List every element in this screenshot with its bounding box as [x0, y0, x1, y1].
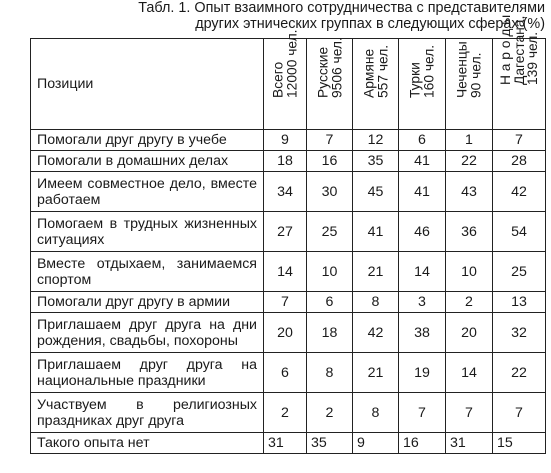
value-cell: 27: [263, 211, 307, 252]
positions-header: Позиции: [30, 38, 264, 130]
value-cell: 21: [352, 352, 399, 393]
value-cell: 13: [492, 291, 546, 313]
value-cell: 8: [306, 352, 353, 393]
value-cell: 20: [263, 312, 307, 353]
value-cell: 35: [352, 150, 399, 172]
row-label: Помогали в домашних делах: [30, 150, 264, 172]
column-header-dagestan: Н а р о д ы Дагестана, 139 чел.: [492, 14, 546, 130]
table-row: Имеем совместное дело, вместе работаем 34…: [30, 171, 546, 212]
value-cell: 8: [352, 392, 399, 433]
row-label: Помогаем в трудных жизненных ситуациях: [30, 211, 264, 252]
row-label: Участвуем в религиозных праздниках друг …: [30, 392, 264, 433]
value-cell: 8: [352, 291, 399, 313]
value-cell: 43: [445, 171, 493, 212]
value-cell: 19: [398, 352, 446, 393]
value-cell: 10: [445, 251, 493, 292]
value-cell: 3: [398, 291, 446, 313]
value-cell: 25: [492, 251, 546, 292]
value-cell: 18: [306, 312, 353, 353]
row-label: Такого опыта нет: [30, 432, 264, 454]
value-cell: 32: [492, 312, 546, 353]
value-cell: 41: [352, 211, 399, 252]
header-row: Позиции Всего 12000 чел. Русские 9506 че…: [30, 14, 546, 130]
column-header-chechens: Чеченцы 90 чел.: [445, 38, 493, 130]
value-cell: 12: [352, 129, 399, 151]
row-label: Вместе отдыхаем, занимаемся спортом: [30, 251, 264, 292]
column-header-russians: Русские 9506 чел.: [306, 37, 353, 130]
caption-line-2: других этнических группах в следующих сф…: [195, 15, 545, 32]
value-cell: 7: [445, 392, 493, 433]
value-cell: 54: [492, 211, 546, 252]
value-cell: 16: [306, 150, 353, 172]
value-cell: 2: [306, 392, 353, 433]
value-cell: 42: [492, 171, 546, 212]
value-cell: 16: [398, 432, 446, 454]
value-cell: 6: [306, 291, 353, 313]
value-cell: 31: [263, 432, 307, 454]
value-cell: 2: [263, 392, 307, 433]
value-cell: 42: [352, 312, 399, 353]
table-row: Участвуем в религиозных праздниках друг …: [30, 392, 546, 433]
row-label: Имеем совместное дело, вместе работаем: [30, 171, 264, 212]
value-cell: 38: [398, 312, 446, 353]
value-cell: 2: [445, 291, 493, 313]
table-row: Вместе отдыхаем, занимаемся спортом 14 10 2…: [30, 251, 546, 292]
value-cell: 1: [445, 129, 493, 151]
column-header-total: Всего 12000 чел.: [263, 30, 307, 130]
value-cell: 45: [352, 171, 399, 212]
table-row: Такого опыта нет 31 35 9 16 31 15: [30, 432, 546, 454]
column-header-armenians: Армяне 557 чел.: [352, 38, 399, 130]
row-label: Приглашаем друг друга на национальные пр…: [30, 352, 264, 393]
value-cell: 30: [306, 171, 353, 212]
value-cell: 9: [263, 129, 307, 151]
value-cell: 20: [445, 312, 493, 353]
table-row: Помогаем в трудных жизненных ситуациях 27…: [30, 211, 546, 252]
table-row: Помогали друг другу в учебе 9 7 12 6 1 7: [30, 129, 546, 151]
value-cell: 28: [492, 150, 546, 172]
value-cell: 9: [352, 432, 399, 454]
value-cell: 14: [263, 251, 307, 292]
value-cell: 6: [398, 129, 446, 151]
value-cell: 22: [445, 150, 493, 172]
value-cell: 41: [398, 171, 446, 212]
value-cell: 31: [445, 432, 493, 454]
value-cell: 18: [263, 150, 307, 172]
cooperation-table: Позиции Всего 12000 чел. Русские 9506 че…: [30, 14, 546, 454]
value-cell: 46: [398, 211, 446, 252]
value-cell: 7: [492, 129, 546, 151]
row-label: Приглашаем друг друга на дни рождения, с…: [30, 312, 264, 353]
value-cell: 14: [445, 352, 493, 393]
value-cell: 7: [492, 392, 546, 433]
value-cell: 21: [352, 251, 399, 292]
table-caption: Табл. 1. Опыт взаимного сотрудничества с…: [25, 0, 545, 32]
column-header-turks: Турки 160 чел.: [398, 38, 446, 130]
value-cell: 41: [398, 150, 446, 172]
value-cell: 36: [445, 211, 493, 252]
table-row: Помогали в домашних делах 18 16 35 41 22 28: [30, 150, 546, 172]
value-cell: 14: [398, 251, 446, 292]
value-cell: 10: [306, 251, 353, 292]
value-cell: 7: [398, 392, 446, 433]
value-cell: 7: [263, 291, 307, 313]
table-row: Помогали друг другу в армии 7 6 8 3 2 13: [30, 291, 546, 313]
row-label: Помогали друг другу в учебе: [30, 129, 264, 151]
value-cell: 34: [263, 171, 307, 212]
caption-line-1: Табл. 1. Опыт взаимного сотрудничества с…: [138, 0, 545, 16]
value-cell: 22: [492, 352, 546, 393]
value-cell: 15: [492, 432, 546, 454]
value-cell: 6: [263, 352, 307, 393]
table-row: Приглашаем друг друга на национальные пр…: [30, 352, 546, 393]
value-cell: 25: [306, 211, 353, 252]
value-cell: 35: [306, 432, 353, 454]
table-row: Приглашаем друг друга на дни рождения, с…: [30, 312, 546, 353]
value-cell: 7: [306, 129, 353, 151]
row-label: Помогали друг другу в армии: [30, 291, 264, 313]
